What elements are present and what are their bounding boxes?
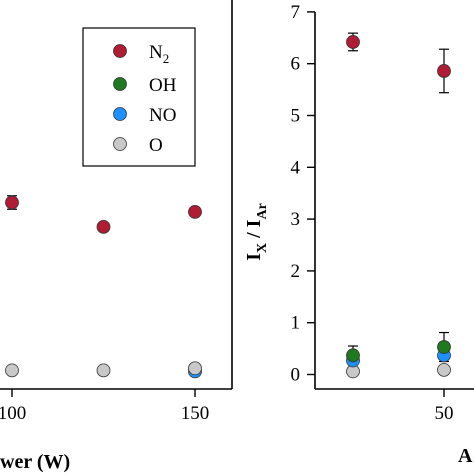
right-point-0 (346, 35, 360, 49)
left-point-3 (188, 361, 202, 376)
left-x-axis-title: wer (W) (0, 451, 70, 473)
legend-marker-o (113, 137, 127, 151)
legend-label-no: NO (149, 105, 176, 126)
right-y-tick-label: 0 (291, 365, 301, 386)
right-panel: 0 1 2 3 4 5 6 7 50 IX / IAr A (243, 2, 474, 467)
left-point-3 (5, 363, 19, 378)
legend-box (82, 27, 196, 167)
right-x-axis-title: A (458, 445, 473, 467)
legend: N2 OH NO O (82, 27, 196, 167)
right-y-tick-label: 4 (291, 157, 301, 178)
right-y-tick-label: 1 (291, 313, 301, 334)
right-y-axis-title: IX / IAr (243, 203, 270, 261)
right-point-1 (437, 340, 451, 354)
legend-label-n2: N2 (149, 42, 169, 66)
right-y-tick-label: 7 (291, 2, 301, 23)
left-point-0 (5, 195, 19, 210)
right-point-1 (346, 348, 360, 363)
left-point-3 (96, 363, 111, 378)
legend-label-o: O (149, 135, 163, 156)
right-point-3 (437, 362, 451, 377)
right-y-tick-label: 3 (291, 209, 301, 230)
left-point-0 (96, 219, 111, 234)
right-y-tick-label: 2 (291, 261, 301, 282)
legend-marker-oh (113, 77, 127, 91)
legend-marker-no (113, 107, 127, 121)
left-x-tick-label: 150 (181, 403, 210, 424)
left-panel: 100 150 wer (W) N2 OH NO O (0, 0, 233, 473)
legend-label-oh: OH (149, 75, 177, 96)
right-y-tick-label: 6 (291, 54, 301, 75)
left-point-0 (188, 204, 202, 219)
right-x-tick-label: 50 (435, 403, 454, 424)
left-x-tick-label: 100 (0, 403, 26, 424)
legend-marker-n2 (113, 44, 127, 58)
right-point-0 (437, 64, 451, 78)
right-y-tick-label: 5 (291, 106, 301, 127)
